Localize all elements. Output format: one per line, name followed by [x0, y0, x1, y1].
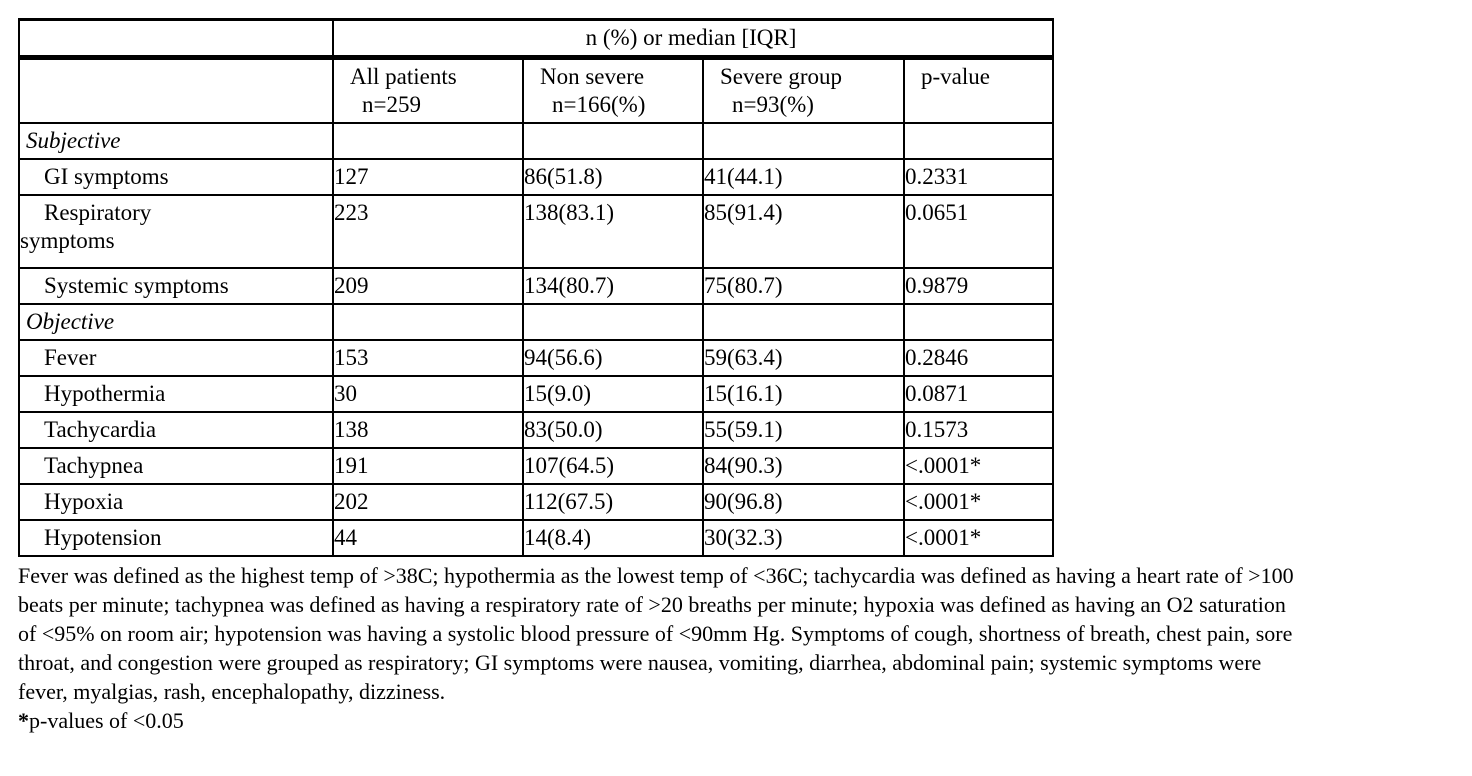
cell-hypoxia-non-severe: 112(67.5) — [522, 483, 704, 521]
empty-cell — [332, 303, 524, 341]
corner-cell — [18, 18, 334, 60]
cell-gi-symptoms-severe-group: 41(44.1) — [702, 158, 905, 196]
cell-tachycardia-non-severe: 83(50.0) — [522, 411, 704, 449]
cell-tachycardia-all-patients: 138 — [332, 411, 524, 449]
empty-cell — [522, 122, 704, 160]
cell-hypotension-p-value: <.0001* — [902, 519, 1055, 557]
cell-respiratory-symptoms-all-patients: 223 — [332, 194, 524, 269]
footnote-line: Fever was defined as the highest temp of… — [18, 563, 1294, 588]
table-row-respiratory-symptoms: Respiratory symptoms 223 138(83.1) 85(91.4) 0… — [18, 194, 1055, 269]
cell-hypothermia-severe-group: 15(16.1) — [702, 375, 905, 413]
empty-cell — [902, 303, 1055, 341]
cell-fever-all-patients: 153 — [332, 339, 524, 377]
table-row-tachypnea: Tachypnea 191 107(64.5) 84(90.3) <.0001* — [18, 447, 1055, 485]
cell-respiratory-symptoms-p-value: 0.0651 — [902, 194, 1055, 269]
symptoms-table: n (%) or median [IQR] All patients n=259 No… — [18, 18, 1055, 557]
table-row-tachycardia: Tachycardia 138 83(50.0) 55(59.1) 0.1573 — [18, 411, 1055, 449]
column-header-p-value: p-value — [902, 56, 1055, 124]
column-header-severe-group: Severe group n=93(%) — [702, 56, 905, 124]
section-label-objective: Objective — [18, 303, 334, 341]
section-row-objective: Objective — [18, 303, 1055, 341]
footnote-line: beats per minute; tachypnea was defined … — [18, 592, 1286, 617]
cell-tachypnea-non-severe: 107(64.5) — [522, 447, 704, 485]
cell-hypothermia-non-severe: 15(9.0) — [522, 375, 704, 413]
footnote-line: fever, myalgias, rash, encephalopathy, d… — [18, 679, 446, 704]
cell-systemic-symptoms-p-value: 0.9879 — [902, 267, 1055, 305]
cell-hypoxia-all-patients: 202 — [332, 483, 524, 521]
cell-respiratory-symptoms-non-severe: 138(83.1) — [522, 194, 704, 269]
row-label-header-cell — [18, 56, 334, 124]
cell-systemic-symptoms-non-severe: 134(80.7) — [522, 267, 704, 305]
table-row-hypotension: Hypotension 44 14(8.4) 30(32.3) <.0001* — [18, 519, 1055, 557]
column-header-non-severe: Non severe n=166(%) — [522, 56, 704, 124]
table-row-fever: Fever 153 94(56.6) 59(63.4) 0.2846 — [18, 339, 1055, 377]
empty-cell — [902, 122, 1055, 160]
column-header-row: All patients n=259 Non severe n=166(%) Sever… — [18, 56, 1055, 124]
significance-note: *p-values of <0.05 — [18, 708, 184, 733]
footnote-line: throat, and congestion were grouped as r… — [18, 650, 1262, 675]
row-label-hypotension: Hypotension — [18, 519, 334, 557]
row-label-systemic-symptoms: Systemic symptoms — [18, 267, 334, 305]
empty-cell — [332, 122, 524, 160]
table-row-systemic-symptoms: Systemic symptoms 209 134(80.7) 75(80.7) 0.9… — [18, 267, 1055, 305]
cell-hypotension-non-severe: 14(8.4) — [522, 519, 704, 557]
section-row-subjective: Subjective — [18, 122, 1055, 160]
row-label-hypoxia: Hypoxia — [18, 483, 334, 521]
cell-fever-non-severe: 94(56.6) — [522, 339, 704, 377]
empty-cell — [522, 303, 704, 341]
row-label-tachycardia: Tachycardia — [18, 411, 334, 449]
cell-gi-symptoms-all-patients: 127 — [332, 158, 524, 196]
table-footnote: Fever was defined as the highest temp of… — [18, 561, 1466, 735]
cell-respiratory-symptoms-severe-group: 85(91.4) — [702, 194, 905, 269]
header-line: p-value — [921, 64, 990, 89]
cell-gi-symptoms-p-value: 0.2331 — [902, 158, 1055, 196]
cell-hypoxia-p-value: <.0001* — [902, 483, 1055, 521]
span-header-row: n (%) or median [IQR] — [18, 18, 1055, 60]
empty-cell — [702, 122, 905, 160]
cell-hypoxia-severe-group: 90(96.8) — [702, 483, 905, 521]
header-line: Non severe — [540, 64, 645, 89]
cell-tachycardia-p-value: 0.1573 — [902, 411, 1055, 449]
row-label-tachypnea: Tachypnea — [18, 447, 334, 485]
cell-fever-severe-group: 59(63.4) — [702, 339, 905, 377]
significance-asterisk: * — [18, 708, 29, 733]
cell-hypotension-all-patients: 44 — [332, 519, 524, 557]
cell-hypothermia-p-value: 0.0871 — [902, 375, 1055, 413]
cell-tachypnea-p-value: <.0001* — [902, 447, 1055, 485]
header-line: n=259 — [362, 92, 421, 117]
row-label-respiratory-symptoms: Respiratory symptoms — [18, 194, 334, 269]
row-label-gi-symptoms: GI symptoms — [18, 158, 334, 196]
section-label-subjective: Subjective — [18, 122, 334, 160]
row-label-hypothermia: Hypothermia — [18, 375, 334, 413]
cell-tachypnea-severe-group: 84(90.3) — [702, 447, 905, 485]
cell-systemic-symptoms-all-patients: 209 — [332, 267, 524, 305]
header-line: n=93(%) — [732, 92, 814, 117]
span-header-cell: n (%) or median [IQR] — [331, 18, 1055, 60]
table-row-hypoxia: Hypoxia 202 112(67.5) 90(96.8) <.0001* — [18, 483, 1055, 521]
cell-tachypnea-all-patients: 191 — [332, 447, 524, 485]
table-row-gi-symptoms: GI symptoms 127 86(51.8) 41(44.1) 0.2331 — [18, 158, 1055, 196]
header-line: All patients — [350, 64, 457, 89]
row-label-fever: Fever — [18, 339, 334, 377]
header-line: Severe group — [720, 64, 842, 89]
cell-systemic-symptoms-severe-group: 75(80.7) — [702, 267, 905, 305]
cell-gi-symptoms-non-severe: 86(51.8) — [522, 158, 704, 196]
table-row-hypothermia: Hypothermia 30 15(9.0) 15(16.1) 0.0871 — [18, 375, 1055, 413]
cell-hypothermia-all-patients: 30 — [332, 375, 524, 413]
header-line: n=166(%) — [552, 92, 646, 117]
column-header-all-patients: All patients n=259 — [332, 56, 524, 124]
cell-fever-p-value: 0.2846 — [902, 339, 1055, 377]
cell-hypotension-severe-group: 30(32.3) — [702, 519, 905, 557]
footnote-line: of <95% on room air; hypotension was hav… — [18, 621, 1293, 646]
empty-cell — [702, 303, 905, 341]
cell-tachycardia-severe-group: 55(59.1) — [702, 411, 905, 449]
